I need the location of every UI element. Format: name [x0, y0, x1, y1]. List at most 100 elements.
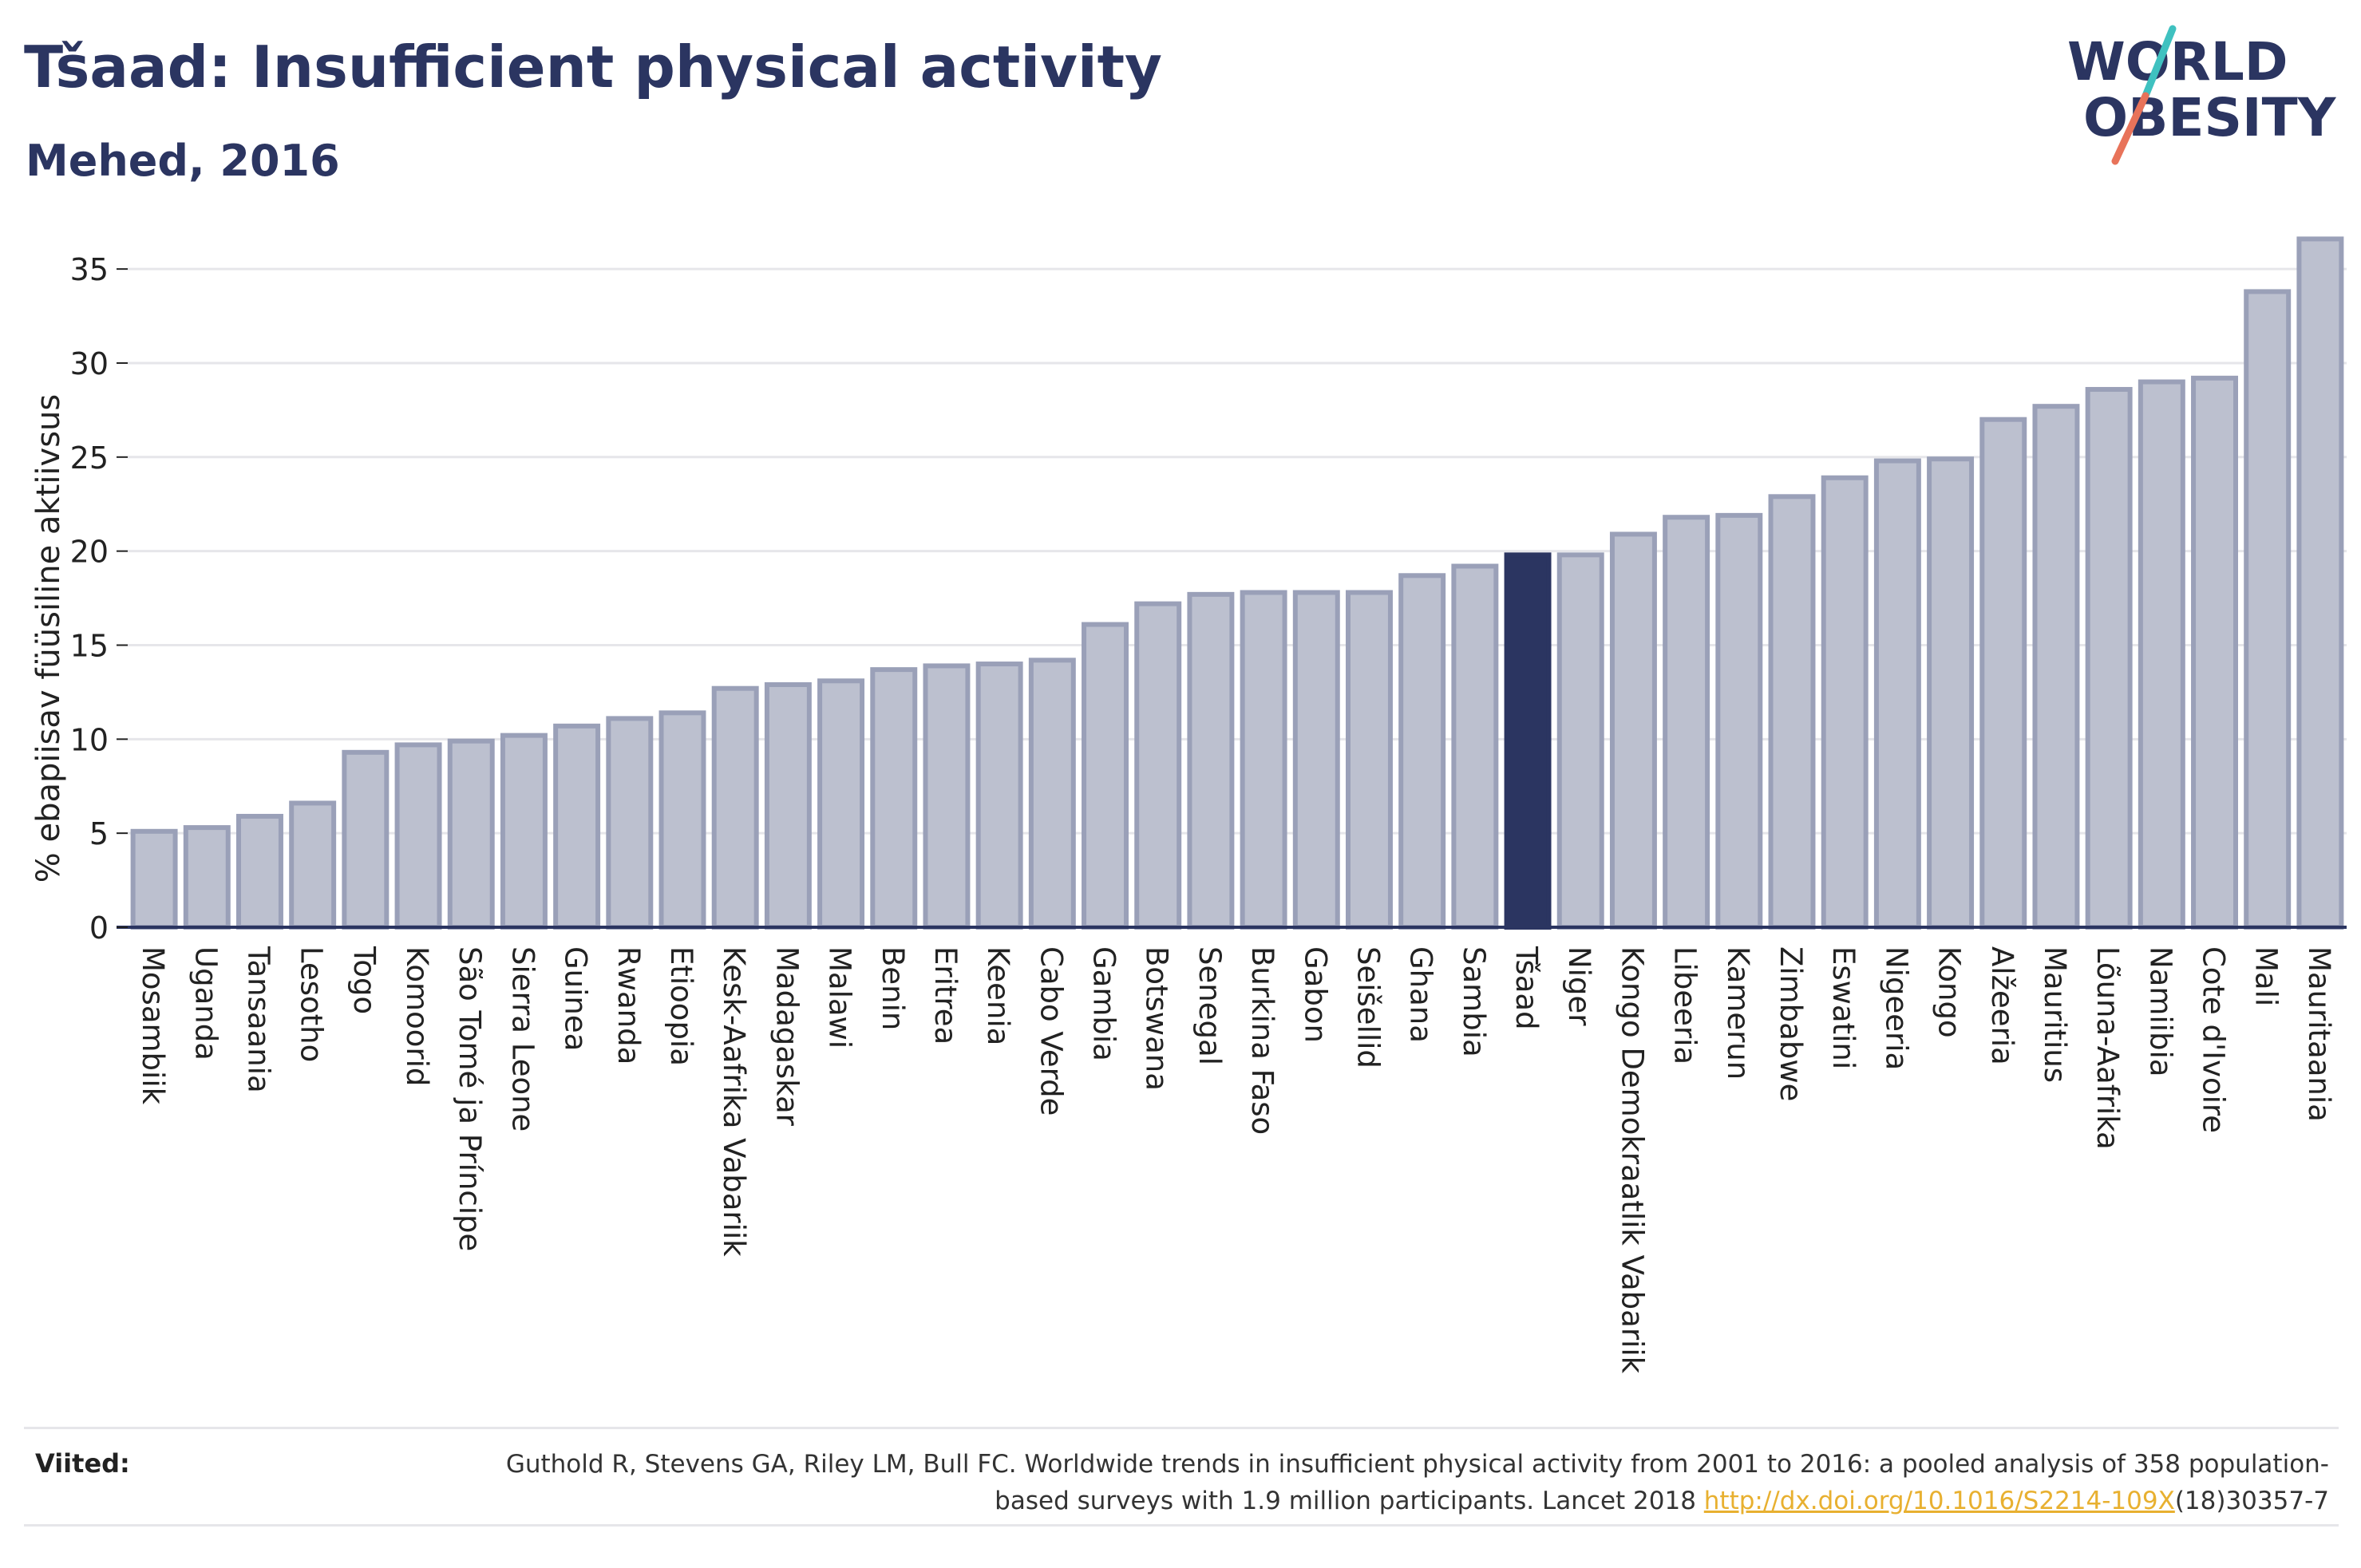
bar — [606, 716, 654, 930]
x-tick-label: Madagaskar — [769, 946, 804, 1127]
x-tick-label: Eswatini — [1826, 946, 1861, 1069]
bar — [394, 742, 442, 930]
x-tick-label: Zimbabwe — [1774, 946, 1808, 1101]
x-tick-label: Tansaania — [241, 946, 275, 1093]
x-tick-label: Malawi — [823, 946, 857, 1049]
x-tick-label: Mosambiik — [136, 946, 170, 1105]
x-tick-label: Alžeeria — [1985, 946, 2019, 1065]
x-tick-label: Nigeeria — [1879, 946, 1913, 1070]
bar — [1556, 552, 1604, 930]
bar — [553, 723, 601, 930]
references-divider-bottom — [24, 1524, 2339, 1527]
x-tick-label: Rwanda — [611, 946, 646, 1064]
x-tick-label: Kesk-Aafrika Vabariik — [717, 946, 751, 1257]
bar — [2138, 379, 2185, 930]
x-tick-label: Mauritius — [2038, 946, 2072, 1083]
y-tick-label: 20 — [70, 535, 109, 570]
x-tick-label: Togo — [347, 946, 382, 1014]
bar — [764, 681, 812, 930]
x-tick-label: Guinea — [559, 946, 593, 1051]
x-tick-label: Sambia — [1457, 946, 1491, 1057]
x-tick-label: Senegal — [1192, 946, 1227, 1065]
x-tick-label: Mali — [2249, 946, 2284, 1006]
bar — [1609, 531, 1657, 930]
x-tick-label: Namiibia — [2143, 946, 2177, 1076]
bar — [711, 685, 759, 930]
bar — [183, 825, 231, 930]
logo-slash-top — [2142, 25, 2177, 100]
bar — [1663, 515, 1710, 930]
grid-lines — [128, 267, 2347, 835]
references-divider-top — [24, 1427, 2339, 1429]
x-tick-label: Tšaad — [1509, 946, 1544, 1030]
y-axis-label: % ebapiisav füüsiline aktiivsus — [30, 394, 67, 883]
x-tick-label: Keenia — [981, 946, 1015, 1045]
chart-subtitle: Mehed, 2016 — [26, 136, 340, 186]
x-tick-label: Kongo Demokraatlik Vabariik — [1615, 946, 1649, 1374]
bar — [1187, 591, 1235, 930]
bar — [817, 678, 865, 930]
x-tick-label: Komoorid — [400, 946, 434, 1086]
x-tick-label: Kongo — [1932, 946, 1967, 1038]
y-tick-label: 0 — [89, 910, 109, 946]
x-tick-label: Uganda — [188, 946, 223, 1060]
world-obesity-logo: WORLD OBESITY — [2067, 25, 2337, 165]
y-tick-labels: 0 5 10 15 20 25 30 35 — [70, 252, 128, 946]
bar — [236, 813, 283, 930]
x-tick-label: Lõuna-Aafrika — [2090, 946, 2125, 1150]
bar — [130, 828, 178, 930]
x-tick-label: Libeeria — [1668, 946, 1703, 1064]
x-tick-label: Eritrea — [928, 946, 963, 1045]
bar — [1715, 512, 1763, 930]
bar — [2032, 404, 2080, 930]
x-tick-label: Burkina Faso — [1245, 946, 1279, 1135]
bar — [1346, 590, 1393, 930]
bar — [1240, 590, 1287, 930]
x-tick-label: Etioopia — [664, 946, 698, 1066]
bar — [1134, 601, 1182, 930]
bar — [1873, 458, 1921, 930]
bar — [289, 800, 337, 930]
reference-doi-link[interactable]: http://dx.doi.org/10.1016/S2214-109X — [1703, 1487, 2175, 1515]
x-tick-label: Seišellid — [1351, 946, 1385, 1068]
references-text: Guthold R, Stevens GA, Riley LM, Bull FC… — [493, 1446, 2329, 1519]
bar — [2244, 289, 2292, 930]
logo-slash-bottom — [2111, 92, 2149, 165]
bar — [1927, 456, 1975, 930]
x-tick-label: Sierra Leone — [505, 946, 540, 1132]
bar — [1292, 590, 1340, 930]
x-tick-label: Lesotho — [295, 946, 329, 1062]
reference-citation: Guthold R, Stevens GA, Riley LM, Bull FC… — [505, 1450, 2329, 1515]
chart-title: Tšaad: Insufficient physical activity — [24, 34, 1162, 101]
x-tick-label: Botswana — [1140, 946, 1174, 1091]
logo-line1: WORLD — [2067, 31, 2288, 93]
x-tick-label: Benin — [876, 946, 910, 1030]
bar — [870, 667, 918, 930]
bar — [1979, 417, 2027, 930]
bar — [447, 738, 495, 930]
y-tick-label: 30 — [70, 346, 109, 381]
bar — [975, 662, 1023, 930]
bar — [1028, 658, 1076, 930]
x-tick-label: Gabon — [1298, 946, 1332, 1043]
bar — [1768, 494, 1816, 930]
bar — [1821, 475, 1869, 930]
y-tick-label: 10 — [70, 722, 109, 757]
x-tick-label: Ghana — [1404, 946, 1438, 1043]
x-tick-label: Gambia — [1087, 946, 1121, 1061]
bar — [658, 710, 706, 930]
x-tick-label: Mauritaania — [2302, 946, 2336, 1122]
bar — [2191, 375, 2238, 930]
bar — [500, 733, 548, 930]
y-tick-label: 15 — [70, 628, 109, 663]
bar — [342, 749, 390, 930]
bar — [923, 663, 971, 930]
x-tick-labels: Mosambiik Uganda Tansaania Lesotho Togo Komoo… — [136, 946, 2336, 1374]
y-tick-label: 5 — [89, 816, 109, 851]
bar — [1082, 622, 1129, 930]
bars — [130, 236, 2344, 930]
x-tick-label: Niger — [1562, 946, 1596, 1026]
bar — [2296, 236, 2344, 930]
x-tick-label: Cote d'Ivoire — [2197, 946, 2231, 1133]
